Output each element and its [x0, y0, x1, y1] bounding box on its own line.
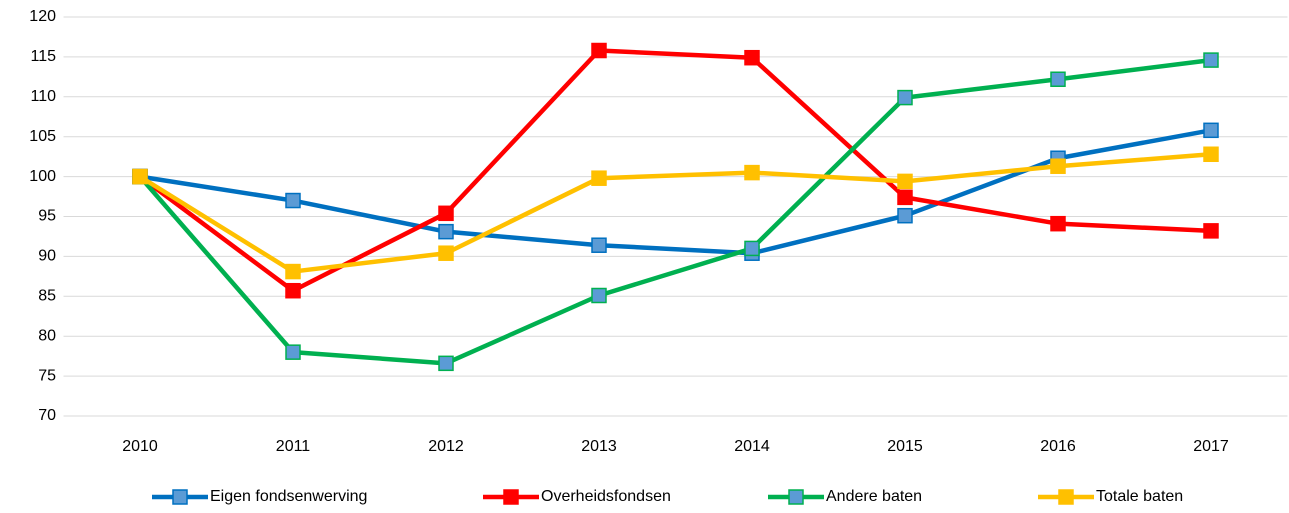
x-tick-label: 2013 — [581, 438, 617, 455]
legend-marker — [503, 489, 519, 505]
y-tick-label: 115 — [30, 48, 56, 65]
data-point — [1050, 215, 1066, 232]
data-point — [438, 355, 454, 372]
x-tick-label: 2017 — [1193, 438, 1229, 455]
data-point — [897, 89, 913, 106]
legend-label: Overheidsfondsen — [541, 488, 671, 505]
series-line — [139, 128, 1212, 256]
data-point — [744, 240, 760, 257]
data-point — [438, 245, 454, 261]
y-tick-label: 85 — [38, 288, 56, 305]
data-point — [132, 168, 148, 185]
data-point — [1203, 146, 1219, 163]
data-point — [285, 282, 301, 299]
y-tick-label: 105 — [29, 128, 56, 145]
data-point — [744, 49, 760, 66]
legend-label: Eigen fondsenwerving — [210, 488, 367, 505]
x-tick-label: 2010 — [122, 438, 158, 455]
y-tick-label: 95 — [38, 208, 56, 225]
data-point — [897, 189, 913, 206]
legend-marker — [172, 489, 188, 505]
series-line — [138, 57, 1212, 366]
y-tick-label: 80 — [38, 327, 56, 344]
series-line — [138, 152, 1212, 274]
data-point — [1203, 122, 1219, 139]
data-point — [1203, 52, 1219, 68]
data-point — [1050, 71, 1066, 87]
y-tick-label: 90 — [38, 248, 56, 265]
legend-marker — [788, 489, 804, 505]
legend-label: Totale baten — [1096, 488, 1183, 505]
legend-marker — [1058, 489, 1074, 505]
data-point — [897, 207, 913, 224]
x-tick-label: 2014 — [734, 438, 770, 455]
data-point — [285, 192, 301, 209]
data-point — [591, 237, 607, 253]
data-point — [1050, 158, 1066, 174]
data-point — [285, 263, 301, 280]
y-tick-label: 100 — [29, 168, 56, 185]
data-point — [285, 344, 301, 360]
x-tick-label: 2011 — [276, 438, 311, 455]
data-point — [591, 287, 607, 304]
data-point — [438, 205, 454, 222]
data-point — [438, 223, 454, 240]
data-point — [1203, 223, 1219, 239]
y-tick-label: 70 — [38, 407, 56, 424]
legend-label: Andere baten — [826, 488, 922, 505]
series-line — [138, 48, 1212, 293]
x-tick-label: 2015 — [887, 438, 923, 455]
x-tick-label: 2016 — [1040, 438, 1076, 455]
data-point — [591, 42, 607, 59]
data-point — [897, 173, 913, 190]
data-point — [744, 164, 760, 181]
y-tick-label: 110 — [30, 88, 56, 105]
y-tick-label: 75 — [38, 367, 56, 384]
y-tick-label: 120 — [29, 8, 56, 25]
x-tick-label: 2012 — [428, 438, 464, 455]
data-point — [591, 170, 607, 186]
